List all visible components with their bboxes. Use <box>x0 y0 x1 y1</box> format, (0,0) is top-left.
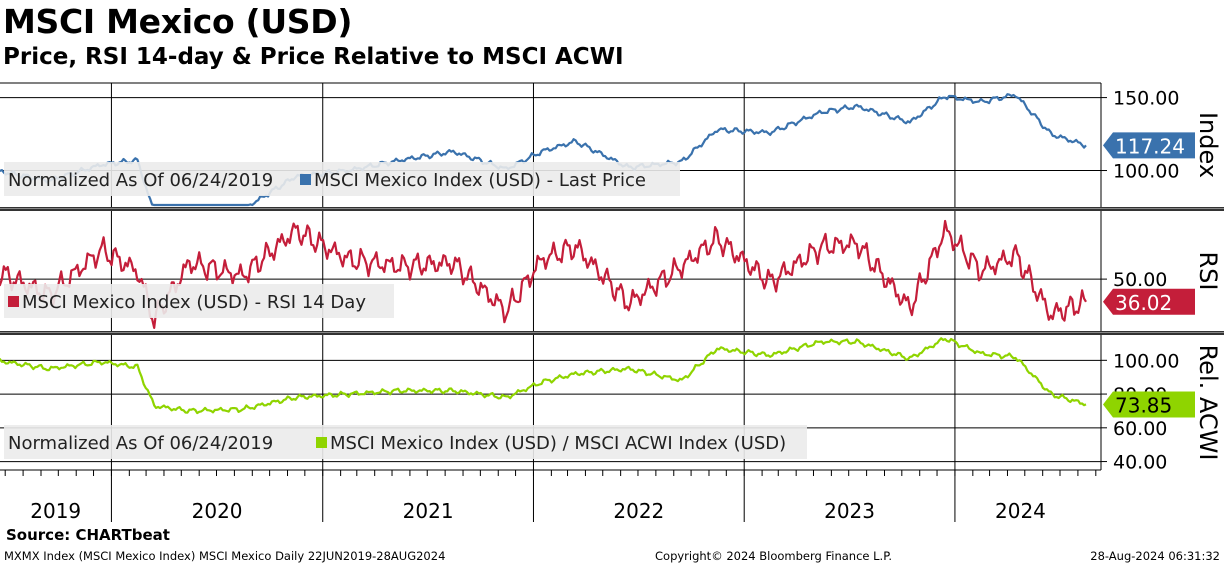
legend-box <box>4 284 394 318</box>
legend-box <box>4 425 807 459</box>
legend-swatch <box>8 296 19 307</box>
x-year-label: 2019 <box>30 499 81 523</box>
x-year-label: 2022 <box>613 499 664 523</box>
chart-title: MSCI Mexico (USD) <box>3 2 353 41</box>
footer-copyright: Copyright© 2024 Bloomberg Finance L.P. <box>655 549 892 563</box>
footer-timestamp: 28-Aug-2024 06:31:32 <box>1090 549 1220 563</box>
legend-label: MSCI Mexico Index (USD) - RSI 14 Day <box>22 292 366 313</box>
y-tick-label: 50.00 <box>1113 269 1167 291</box>
last-value-box <box>1103 288 1195 315</box>
x-year-label: 2024 <box>995 499 1046 523</box>
y-axis-title: Index <box>1194 112 1222 178</box>
legend-label: Normalized As Of 06/24/2019 <box>8 170 273 191</box>
last-value-box <box>1103 132 1195 159</box>
legend-swatch <box>316 437 327 448</box>
legend-swatch <box>300 174 311 185</box>
legend-label: Normalized As Of 06/24/2019 <box>8 433 273 454</box>
source-note: Source: CHARTbeat <box>6 526 170 544</box>
last-value-label: 73.85 <box>1115 393 1172 417</box>
last-value-label: 117.24 <box>1115 134 1185 158</box>
x-year-label: 2020 <box>192 499 243 523</box>
x-year-label: 2023 <box>824 499 875 523</box>
y-tick-label: 150.00 <box>1113 88 1179 110</box>
series-line-price <box>0 93 1087 207</box>
last-value-label: 36.02 <box>1115 291 1172 315</box>
legend-label: MSCI Mexico Index (USD) / MSCI ACWI Inde… <box>330 433 786 454</box>
x-year-label: 2021 <box>403 499 454 523</box>
legend-label: MSCI Mexico Index (USD) - Last Price <box>314 170 646 191</box>
last-value-box <box>1103 391 1195 418</box>
footer-left: MXMX Index (MSCI Mexico Index) MSCI Mexi… <box>4 549 446 563</box>
panel-separator-highlight <box>0 208 1224 209</box>
chart-subtitle: Price, RSI 14-day & Price Relative to MS… <box>3 44 624 70</box>
y-tick-label: 100.00 <box>1113 161 1179 183</box>
y-axis-title: Rel. ACWI <box>1194 345 1222 461</box>
y-tick-label: 40.00 <box>1113 452 1167 474</box>
legend-box <box>4 162 680 196</box>
y-axis-title: RSI <box>1194 252 1222 291</box>
y-tick-label: 100.00 <box>1113 350 1179 372</box>
series-line-rel <box>0 337 1087 415</box>
y-tick-label: 60.00 <box>1113 418 1167 440</box>
panel-separator-highlight <box>0 332 1224 333</box>
